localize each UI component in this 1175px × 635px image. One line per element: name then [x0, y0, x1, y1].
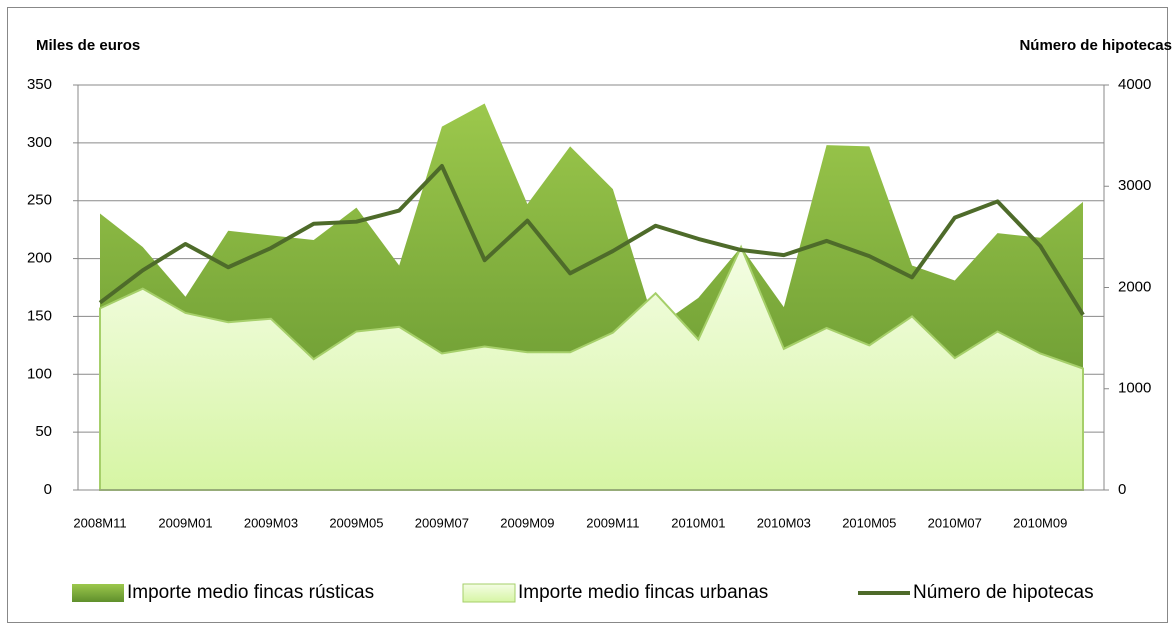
x-tick-label: 2010M05 — [842, 515, 896, 530]
x-tick-label: 2010M09 — [1013, 515, 1067, 530]
y2-tick-label: 0 — [1118, 481, 1126, 498]
y2-tick-label: 4000 — [1118, 76, 1151, 93]
legend-swatch — [462, 583, 516, 603]
x-tick-label: 2009M01 — [158, 515, 212, 530]
y2-tick-label: 2000 — [1118, 278, 1151, 295]
y-tick-label: 150 — [27, 307, 52, 324]
y2-axis-label: Número de hipotecas — [1019, 37, 1172, 54]
x-tick-label: 2009M09 — [500, 515, 554, 530]
y-tick-label: 0 — [44, 481, 52, 498]
x-tick-label: 2010M07 — [928, 515, 982, 530]
y-tick-label: 250 — [27, 192, 52, 209]
y-tick-label: 200 — [27, 250, 52, 267]
legend-label: Importe medio fincas urbanas — [518, 582, 768, 603]
line — [98, 164, 1085, 316]
x-tick-label: 2009M11 — [586, 515, 639, 530]
legend-swatch — [72, 584, 124, 602]
legend-label: Importe medio fincas rústicas — [127, 582, 374, 603]
x-tick-label: 2009M03 — [244, 515, 298, 530]
y-tick-label: 100 — [27, 365, 52, 382]
y-tick-label: 50 — [35, 423, 52, 440]
y2-tick-label: 3000 — [1118, 177, 1151, 194]
y-tick-label: 350 — [27, 76, 52, 93]
x-tick-label: 2010M03 — [757, 515, 811, 530]
x-tick-label: 2010M01 — [671, 515, 725, 530]
legend-label: Número de hipotecas — [913, 582, 1094, 603]
x-tick-label: 2008M11 — [73, 515, 126, 530]
x-tick-label: 2009M07 — [415, 515, 469, 530]
y-axis-label: Miles de euros — [36, 37, 140, 54]
y2-tick-label: 1000 — [1118, 380, 1151, 397]
area — [99, 244, 1084, 491]
x-tick-label: 2009M05 — [329, 515, 383, 530]
y-tick-label: 300 — [27, 134, 52, 151]
